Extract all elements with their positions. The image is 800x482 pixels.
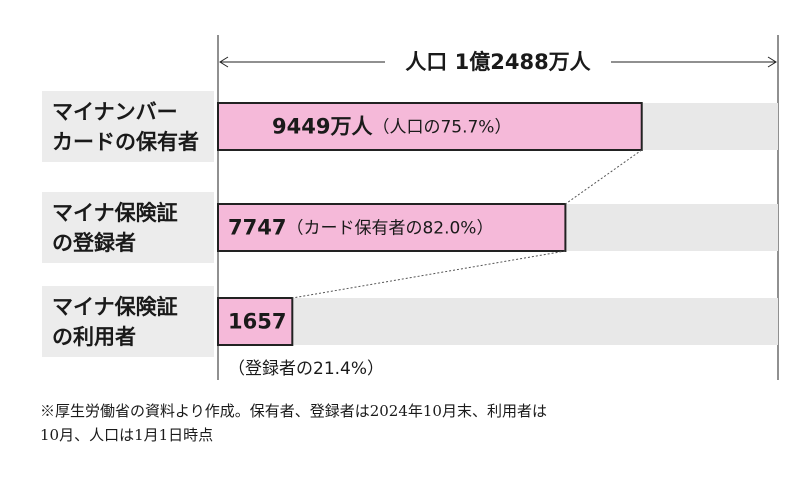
value-label: 1657: [228, 310, 286, 334]
connector: [565, 149, 643, 205]
category-label: マイナ保険証: [52, 295, 178, 319]
value-label: 7747（カード保有者の82.0%）: [228, 216, 493, 240]
total-bar: [218, 298, 778, 345]
value-text: 9449万人: [272, 115, 372, 139]
value-text: 1657: [228, 310, 286, 334]
label-box: [42, 192, 214, 263]
arrow-heads: [219, 56, 777, 68]
label-box: [42, 91, 214, 162]
connector: [292, 250, 566, 299]
share-text: （人口の75.7%）: [372, 118, 511, 138]
category-label: マイナ保険証: [52, 201, 178, 225]
value-text: 7747: [228, 216, 286, 240]
bar: [217, 102, 643, 151]
bar: [217, 203, 567, 252]
total-label: 人口 1億2488万人: [405, 50, 590, 74]
share-text: （カード保有者の82.0%）: [286, 219, 493, 239]
footnote: 10月、人口は1月1日時点: [40, 426, 213, 444]
category-label: の登録者: [52, 231, 136, 255]
total-label-bg: [385, 48, 611, 76]
category-label: カードの保有者: [52, 130, 199, 154]
category-label: マイナンバー: [52, 100, 178, 124]
bar: [217, 297, 294, 346]
category-label: の利用者: [52, 325, 136, 349]
label-box: [42, 286, 214, 357]
share-text: （登録者の21.4%）: [228, 359, 384, 379]
footnote: ※厚生労働省の資料より作成。保有者、登録者は2024年10月末、利用者は: [40, 402, 547, 420]
value-label: 9449万人（人口の75.7%）: [272, 115, 511, 139]
